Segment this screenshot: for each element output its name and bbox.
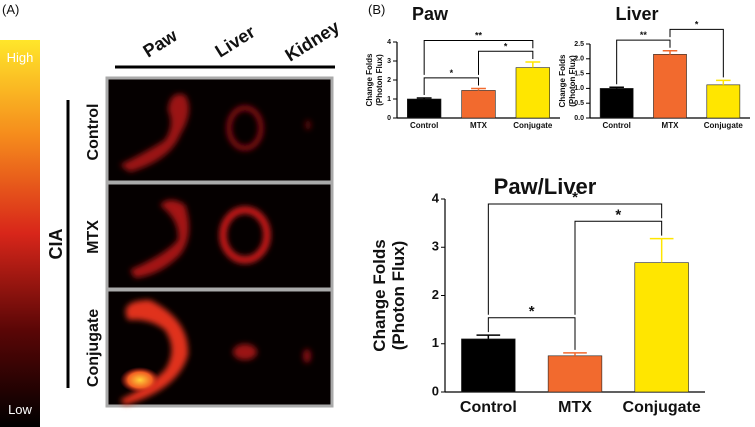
error-bar [416, 97, 432, 99]
column-label: Kidney [282, 17, 343, 66]
bar [461, 90, 496, 119]
row-label: Conjugate [85, 309, 102, 387]
scale-high: High [7, 50, 34, 65]
significance-label: ** [640, 30, 648, 40]
x-tick-label: Conjugate [704, 121, 744, 130]
significance-bracket [616, 39, 671, 85]
y-tick-label: 2.0 [574, 56, 584, 63]
y-tick-label: 0.5 [574, 100, 584, 107]
bar [547, 355, 603, 393]
error-bar [563, 352, 587, 356]
significance-bracket [478, 50, 534, 75]
y-tick-label: 2 [387, 77, 391, 84]
image-panels [105, 76, 334, 408]
hot-spot [120, 367, 160, 393]
bar [653, 54, 687, 119]
color-scale [0, 40, 40, 427]
bar [461, 338, 516, 393]
significance-label: * [615, 206, 621, 223]
x-tick-label: Control [410, 121, 438, 130]
y-axis-label: Change Folds [370, 239, 389, 351]
x-tick-label: Conjugate [513, 121, 553, 130]
significance-label: * [695, 19, 699, 29]
significance-bracket [423, 77, 479, 96]
significance-label: * [504, 41, 508, 51]
error-bar [525, 61, 541, 68]
y-tick-label: 0 [432, 383, 439, 398]
error-bar [609, 86, 624, 89]
significance-label: * [529, 303, 535, 320]
significance-bracket [574, 220, 663, 315]
bar [407, 98, 442, 119]
y-tick-label: 0.0 [574, 115, 584, 122]
x-tick-label: MTX [558, 399, 592, 416]
y-tick-label: 0 [387, 115, 391, 122]
significance-bracket [487, 317, 576, 350]
group-label: CIA [46, 229, 66, 260]
y-tick-label: 4 [387, 39, 391, 46]
x-tick-label: MTX [470, 121, 488, 130]
y-tick-label: 3 [432, 239, 439, 254]
error-bar [649, 237, 674, 263]
y-axis-label: (Photon Flux) [568, 55, 577, 107]
bar [515, 67, 550, 119]
panel-label: (A) [2, 2, 19, 17]
significance-bracket [487, 203, 663, 315]
error-bar [471, 87, 486, 91]
error-bar [662, 50, 678, 55]
error-bar [716, 79, 731, 85]
row-label: MTX [85, 220, 102, 254]
x-tick-label: Control [602, 121, 630, 130]
x-tick-label: Control [460, 399, 517, 416]
y-axis-label: Change Folds [558, 54, 567, 107]
row-label: Control [85, 104, 102, 161]
scale-low: Low [8, 402, 32, 417]
bar [599, 88, 634, 119]
y-tick-label: 2.5 [574, 41, 584, 48]
bar [706, 84, 741, 119]
chart-title: Paw [412, 4, 449, 24]
y-tick-label: 1 [432, 335, 439, 350]
chart-title: Paw/Liver [494, 174, 597, 199]
column-label: Paw [140, 25, 182, 62]
y-tick-label: 2 [432, 287, 439, 302]
y-axis-label: Change Folds [365, 53, 374, 106]
bar [634, 262, 689, 393]
error-bar [476, 334, 501, 339]
y-tick-label: 1 [387, 96, 391, 103]
y-tick-label: 4 [432, 190, 440, 205]
signal [120, 94, 311, 405]
significance-bracket [423, 40, 534, 75]
significance-label: * [572, 189, 578, 206]
y-tick-label: 1.0 [574, 85, 584, 92]
image-panel [105, 76, 334, 184]
significance-label: * [450, 68, 454, 78]
y-tick-label: 3 [387, 58, 391, 65]
column-label: Liver [212, 22, 259, 62]
significance-bracket [669, 28, 724, 78]
x-tick-label: MTX [662, 121, 680, 130]
significance-label: ** [475, 31, 483, 41]
chart-title: Liver [615, 4, 658, 24]
y-tick-label: 1.5 [574, 70, 584, 77]
y-axis-label: (Photon Flux) [389, 241, 408, 351]
panel-label: (B) [368, 2, 385, 17]
x-tick-label: Conjugate [623, 399, 701, 416]
y-axis-label: (Photon Flux) [375, 54, 384, 106]
